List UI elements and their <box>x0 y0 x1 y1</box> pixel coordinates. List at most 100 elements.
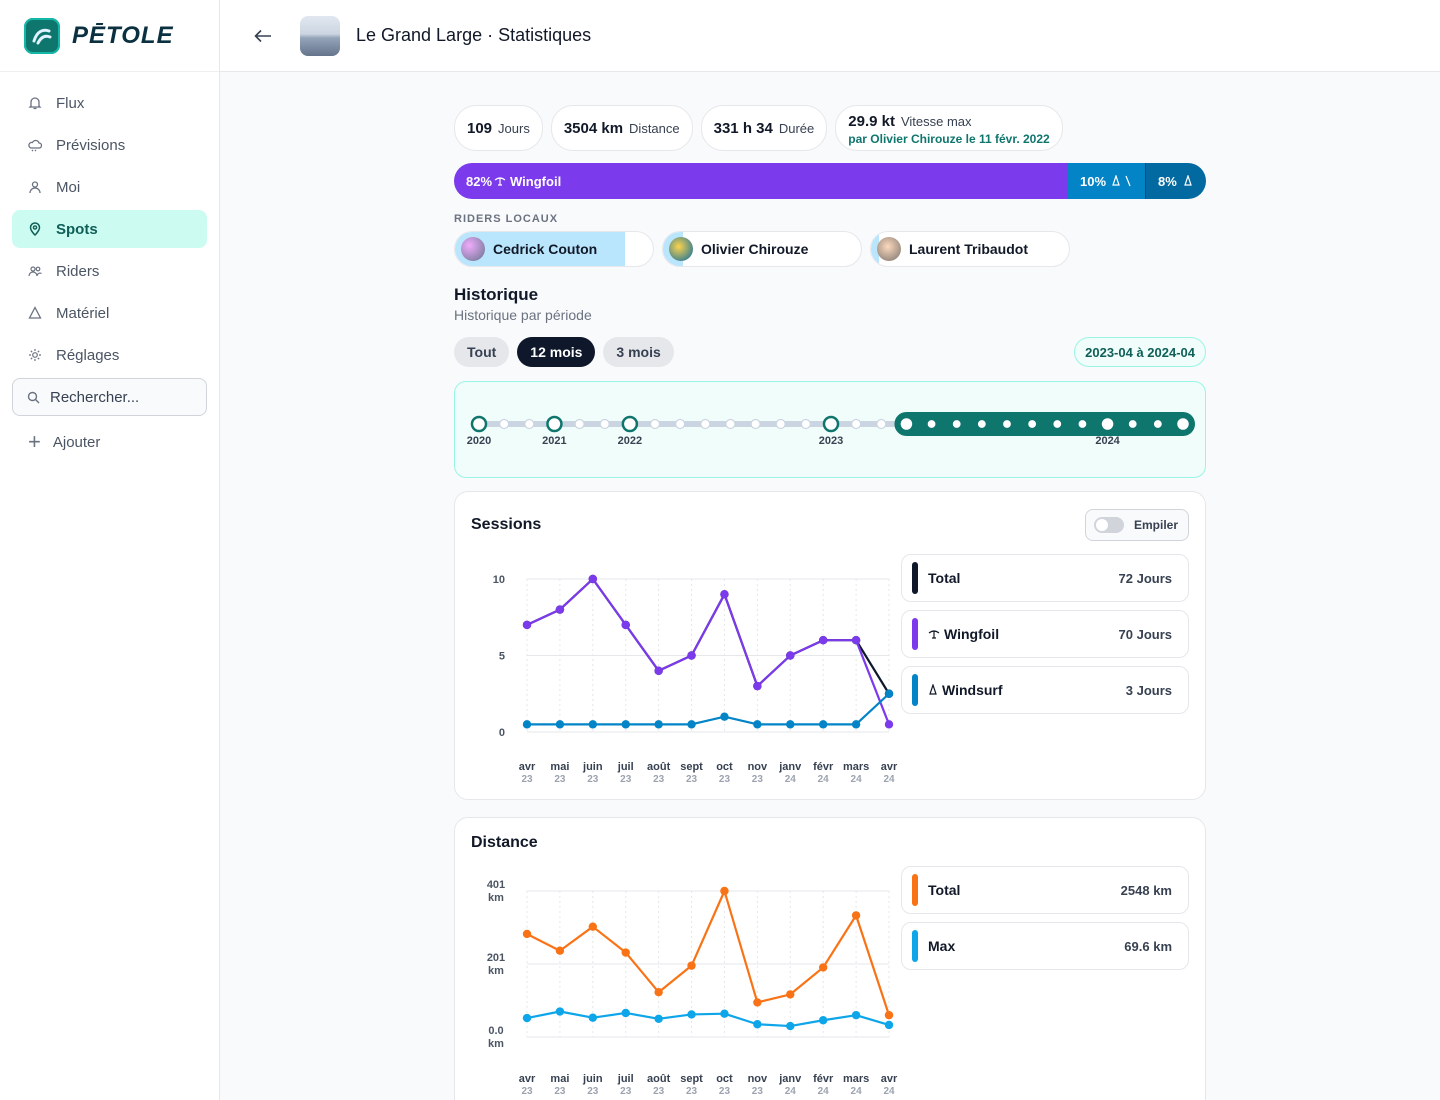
riders-list: Cedrick Couton Olivier Chirouze Laurent … <box>454 231 1206 267</box>
rider-share-fill <box>871 232 879 266</box>
spot-thumbnail <box>300 15 340 56</box>
top-bar: Le Grand Large · Statistiques <box>220 0 1440 72</box>
x-tick-month: févr <box>813 1073 834 1085</box>
timeline-handle <box>898 415 915 433</box>
timeline-point <box>470 415 488 433</box>
rider-chip[interactable]: Cedrick Couton <box>454 231 654 267</box>
split-label: 82% <box>466 173 493 189</box>
tab-3-mois[interactable]: 3 mois <box>603 337 674 367</box>
timeline-handle <box>1174 415 1192 433</box>
sidebar-item-moi[interactable]: Moi <box>12 168 207 206</box>
data-point-wingfoil <box>555 605 565 614</box>
x-tick-month: janv <box>778 1073 802 1085</box>
data-point-wingfoil <box>687 651 696 660</box>
wing-icon <box>928 630 940 639</box>
timeline-point <box>876 418 887 430</box>
sessions-legend: Total 72 Jours Wingfoil 70 Jours Windsur… <box>901 554 1189 722</box>
data-point-windsurf <box>884 689 894 698</box>
legend-swatch <box>912 930 918 962</box>
timeline-slider[interactable]: 2020 2021 2022 2023 2024 <box>454 381 1206 478</box>
sidebar-item-materiel[interactable]: Matériel <box>12 294 207 332</box>
series-line-wingfoil <box>526 577 891 725</box>
tab-12-mois[interactable]: 12 mois <box>517 337 596 367</box>
rider-chip[interactable]: Laurent Tribaudot <box>870 231 1070 267</box>
nav: Flux Prévisions Moi Spots Riders Matérie… <box>0 72 219 374</box>
back-arrow-icon[interactable] <box>254 23 278 49</box>
x-tick-month: avr <box>519 761 536 773</box>
y-tick-label: 401 <box>487 879 505 891</box>
sidebar-item-label: Flux <box>56 94 85 112</box>
x-tick-month: oct <box>716 1073 733 1085</box>
x-tick-month: mai <box>550 761 569 773</box>
split-label: 10% <box>1080 173 1107 189</box>
period-tabs: Tout 12 mois 3 mois 2023-04 à 2024-04 <box>454 337 1206 367</box>
stack-toggle[interactable]: Empiler <box>1084 509 1189 541</box>
data-point-windsurf <box>818 720 828 729</box>
x-tick-year: 23 <box>653 774 665 785</box>
x-tick-month: mars <box>843 1073 869 1085</box>
add-label: Ajouter <box>52 433 101 451</box>
legend-swatch <box>912 874 918 906</box>
data-point-total <box>753 998 762 1007</box>
x-tick-month: sept <box>680 761 703 773</box>
x-tick-month: févr <box>813 761 834 773</box>
sidebar-item-previsions[interactable]: Prévisions <box>12 126 207 164</box>
sidebar-item-riders[interactable]: Riders <box>12 252 207 290</box>
data-point-total <box>818 963 828 972</box>
legend-value: 69.6 km <box>1124 938 1172 954</box>
sidebar-item-label: Prévisions <box>56 136 126 154</box>
x-tick-year: 23 <box>719 774 731 785</box>
timeline-point <box>621 415 639 433</box>
sidebar-item-reglages[interactable]: Réglages <box>12 336 207 374</box>
split-other[interactable]: 8% <box>1146 163 1206 199</box>
data-point-total <box>588 922 598 931</box>
data-point-max <box>621 1008 630 1018</box>
riders-section-title: RIDERS LOCAUX <box>454 213 559 225</box>
y-tick-label: 0 <box>499 727 505 739</box>
stat-max-speed[interactable]: 29.9 kt Vitesse max par Olivier Chirouze … <box>835 105 1063 151</box>
rider-chip[interactable]: Olivier Chirouze <box>662 231 862 267</box>
add-button[interactable]: + Ajouter <box>12 430 207 454</box>
range-badge[interactable]: 2023-04 à 2024-04 <box>1074 337 1206 367</box>
timeline-point <box>1001 418 1013 430</box>
timeline-point <box>926 418 937 430</box>
search-input[interactable]: Rechercher... <box>12 378 207 416</box>
tab-tout[interactable]: Tout <box>454 337 510 367</box>
toggle-switch[interactable] <box>1093 517 1124 533</box>
avatar <box>461 237 485 261</box>
series-line-max <box>526 1010 890 1028</box>
x-tick-year: 24 <box>851 1086 863 1097</box>
brand[interactable]: PĒTOLE <box>0 0 219 72</box>
x-tick-year: 24 <box>785 1086 797 1097</box>
main-content: 109 Jours 3504 km Distance 331 h 34 Durée 2… <box>454 105 1206 478</box>
sidebar-item-label: Matériel <box>56 304 110 322</box>
logo-icon <box>24 17 60 54</box>
timeline-point <box>822 415 840 433</box>
legend-wingfoil[interactable]: Wingfoil 70 Jours <box>901 610 1189 658</box>
split-wingfoil[interactable]: 82% Wingfoil <box>454 163 1068 199</box>
data-point-total <box>654 988 663 997</box>
legend-windsurf[interactable]: Windsurf 3 Jours <box>901 666 1189 714</box>
sidebar-item-flux[interactable]: Flux <box>12 84 207 122</box>
card-title: Distance <box>471 834 538 851</box>
legend-total[interactable]: Total 72 Jours <box>901 554 1189 602</box>
sidebar-item-spots[interactable]: Spots <box>12 210 207 248</box>
data-point-wingfoil <box>621 620 630 630</box>
legend-value: 70 Jours <box>1118 626 1172 642</box>
timeline-point <box>1052 418 1063 430</box>
app-name: PĒTOLE <box>72 21 174 49</box>
data-point-max <box>522 1013 532 1023</box>
x-tick-year: 24 <box>883 774 895 785</box>
stat-label: Vitesse max <box>900 113 972 129</box>
data-point-windsurf <box>522 720 532 729</box>
legend-max[interactable]: Max 69.6 km <box>901 922 1189 970</box>
y-tick-label: 10 <box>493 574 505 586</box>
x-tick-year: 23 <box>521 1086 533 1097</box>
timeline-svg[interactable]: 2020 2021 2022 2023 2024 <box>455 382 1205 477</box>
split-windsurf[interactable]: 10% <box>1068 163 1146 199</box>
timeline-year-label: 2024 <box>1095 435 1120 447</box>
sidebar-item-label: Spots <box>56 220 98 238</box>
distance-chart: 0.0km201km401kmavr23mai23juin23juil23aoû… <box>487 879 898 1097</box>
windsurf-icon <box>929 684 937 695</box>
legend-total[interactable]: Total 2548 km <box>901 866 1189 914</box>
